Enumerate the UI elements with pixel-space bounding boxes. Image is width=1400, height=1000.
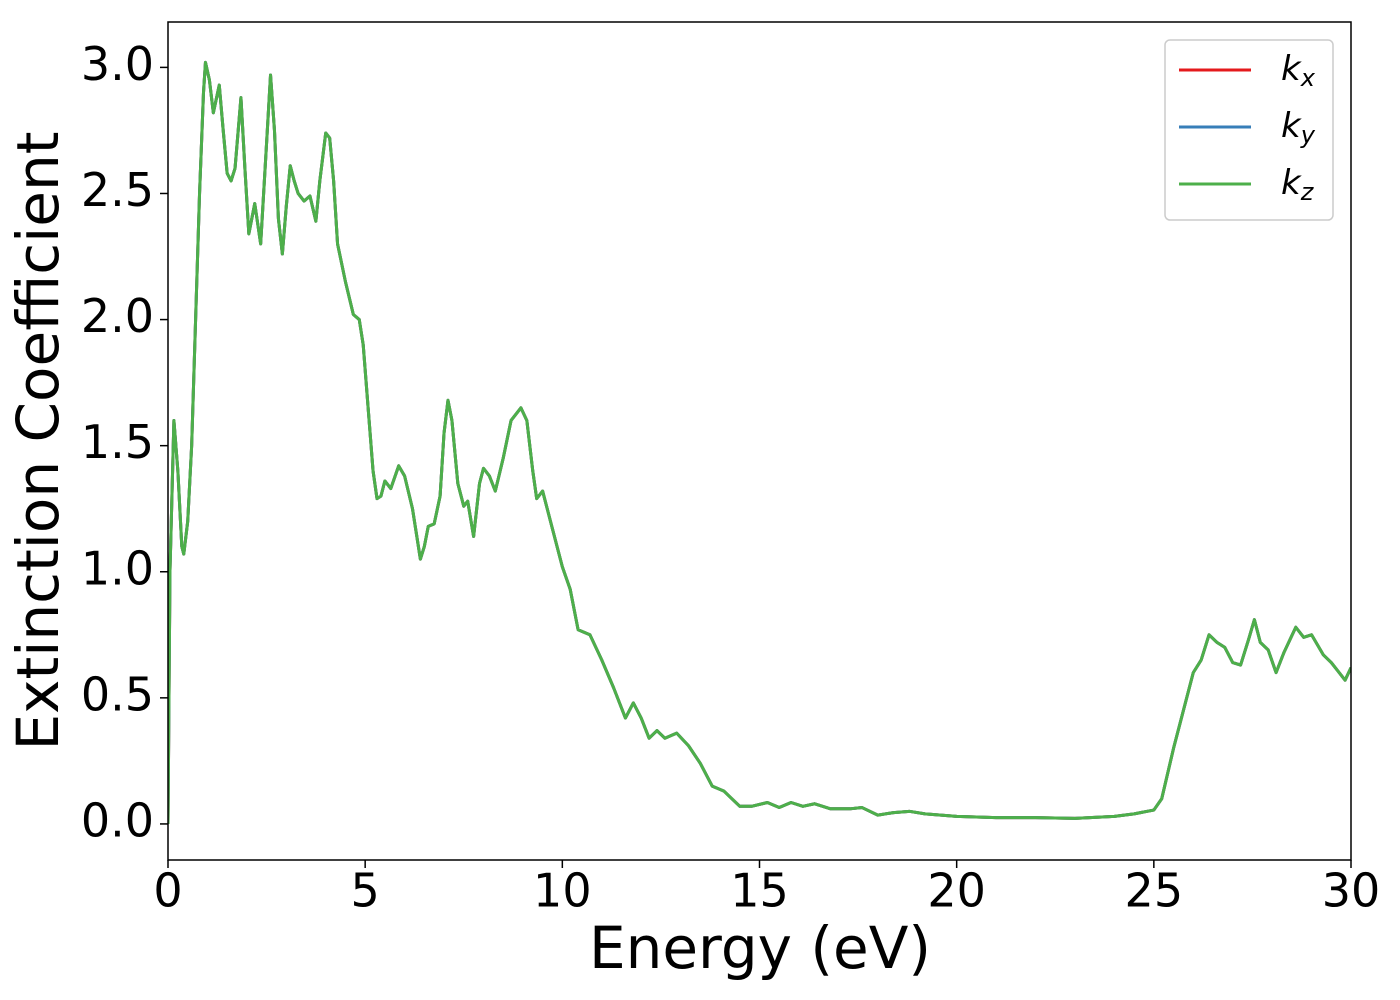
legend-label: kz bbox=[1281, 163, 1315, 207]
x-axis-label: Energy (eV) bbox=[589, 914, 931, 982]
y-tick-label: 3.0 bbox=[81, 37, 154, 91]
x-tick-label: 30 bbox=[1322, 864, 1381, 918]
y-tick-label: 1.0 bbox=[81, 541, 154, 595]
plot-frame bbox=[167, 21, 1352, 861]
y-tick-label: 0.5 bbox=[81, 667, 154, 721]
y-tick-label: 0.0 bbox=[81, 793, 154, 847]
legend-label: kx bbox=[1281, 49, 1316, 93]
y-axis-label: Extinction Coefficient bbox=[4, 132, 72, 751]
x-tick-label: 20 bbox=[927, 864, 986, 918]
y-tick-label: 1.5 bbox=[81, 415, 154, 469]
legend-box bbox=[1164, 39, 1334, 221]
series-line bbox=[168, 60, 1351, 824]
x-tick-label: 10 bbox=[533, 864, 592, 918]
y-tick-label: 2.5 bbox=[81, 163, 154, 217]
x-tick-label: 15 bbox=[730, 864, 789, 918]
legend-label: ky bbox=[1281, 106, 1316, 150]
y-tick-label: 2.0 bbox=[81, 289, 154, 343]
x-tick-label: 0 bbox=[153, 864, 182, 918]
x-tick-label: 5 bbox=[351, 864, 380, 918]
x-tick-label: 25 bbox=[1125, 864, 1184, 918]
